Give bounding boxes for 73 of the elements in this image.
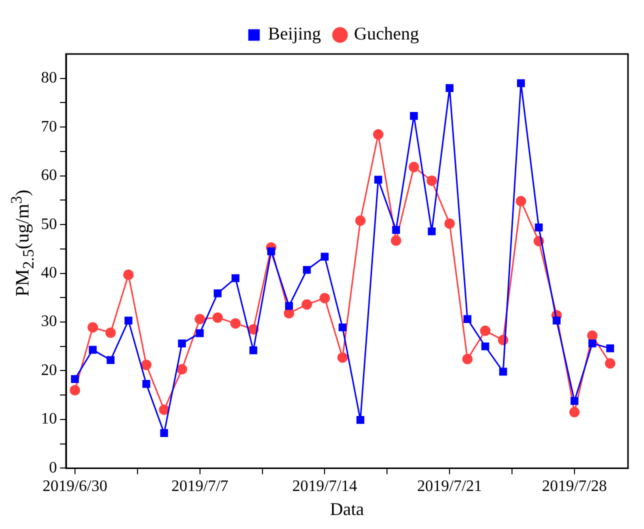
- point: [516, 196, 526, 206]
- point: [446, 84, 454, 92]
- point: [337, 352, 348, 363]
- point: [105, 327, 116, 338]
- x-tick-label: 2019/6/30: [42, 478, 108, 496]
- point: [232, 274, 240, 282]
- point: [570, 397, 578, 405]
- point: [70, 384, 80, 396]
- point: [372, 129, 384, 140]
- point: [462, 354, 473, 364]
- x-axis-title: Data: [330, 498, 364, 519]
- point: [481, 342, 490, 350]
- y-tick-label: 40: [41, 264, 57, 282]
- point: [463, 315, 472, 324]
- point: [158, 404, 170, 415]
- point: [88, 322, 98, 333]
- point: [176, 364, 188, 375]
- point: [123, 269, 134, 280]
- y-tick-label: 10: [41, 410, 57, 428]
- point: [410, 112, 418, 120]
- y-tick-label: 80: [41, 70, 57, 87]
- point: [499, 368, 508, 376]
- y-tick-label: 0: [49, 459, 57, 476]
- point: [285, 302, 293, 310]
- x-tick-label: 2019/7/7: [171, 478, 228, 496]
- point: [606, 344, 614, 352]
- x-tick-label: 2019/7/14: [292, 478, 358, 496]
- point: [374, 176, 382, 184]
- legend-label: Gucheng: [354, 24, 419, 44]
- point: [428, 227, 436, 236]
- point: [392, 226, 400, 234]
- point: [319, 292, 330, 304]
- y-tick-label: 30: [41, 313, 57, 330]
- point: [212, 312, 223, 323]
- point: [569, 406, 580, 418]
- point: [160, 429, 168, 438]
- point: [444, 218, 455, 229]
- point: [196, 329, 204, 338]
- point: [141, 360, 152, 370]
- point: [390, 235, 402, 246]
- point: [480, 326, 491, 336]
- point: [338, 323, 346, 332]
- point: [320, 252, 329, 261]
- point: [88, 346, 97, 354]
- y-tick-label: 70: [41, 118, 57, 136]
- point: [302, 266, 311, 274]
- point: [587, 330, 598, 341]
- point: [124, 316, 132, 324]
- point: [267, 247, 276, 256]
- point: [517, 79, 525, 88]
- point: [178, 340, 186, 348]
- x-tick-label: 2019/7/28: [542, 478, 607, 496]
- point: [426, 175, 437, 186]
- y-tick-label: 50: [41, 216, 57, 233]
- point: [355, 215, 366, 226]
- point: [214, 289, 222, 298]
- point: [408, 162, 420, 172]
- point: [588, 340, 596, 348]
- y-tick-label: 20: [41, 362, 57, 379]
- point: [70, 375, 79, 383]
- point: [534, 224, 543, 232]
- point: [194, 314, 206, 324]
- point: [302, 299, 312, 310]
- point: [142, 380, 150, 388]
- point: [230, 318, 241, 329]
- point: [249, 346, 258, 354]
- point: [552, 316, 561, 324]
- x-tick-label: 2019/7/21: [417, 478, 482, 496]
- point: [604, 358, 616, 369]
- legend-label: Beijing: [268, 24, 322, 44]
- point: [356, 416, 364, 424]
- point: [106, 356, 115, 364]
- y-tick-label: 60: [41, 167, 57, 184]
